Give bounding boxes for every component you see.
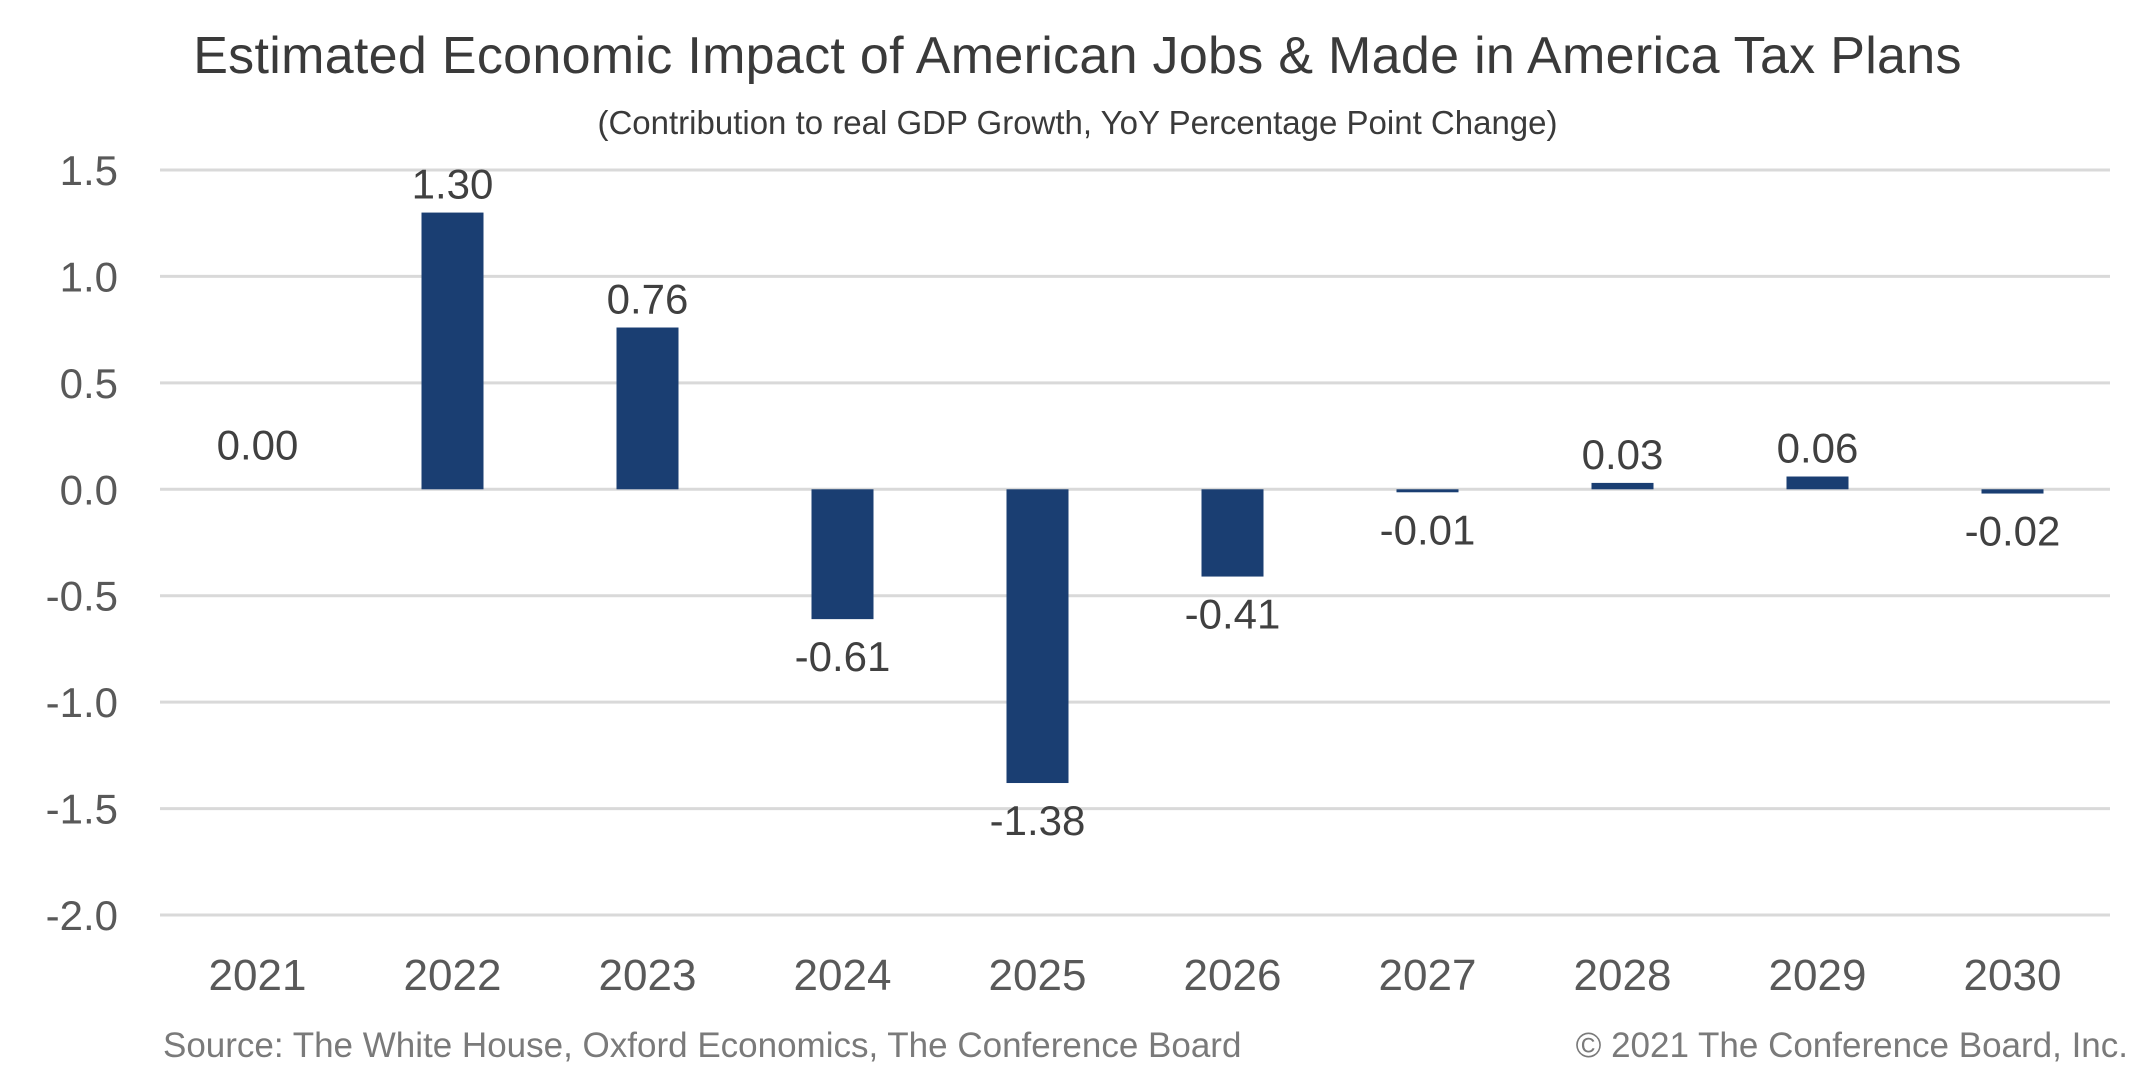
bar-2022 xyxy=(421,212,484,490)
data-label: -0.61 xyxy=(795,633,891,680)
bar-2023 xyxy=(616,327,679,490)
x-tick-label: 2025 xyxy=(989,951,1087,1000)
x-tick-label: 2029 xyxy=(1769,951,1867,1000)
x-tick-label: 2028 xyxy=(1574,951,1672,1000)
data-label: -0.02 xyxy=(1965,508,2061,555)
bar-2026 xyxy=(1201,489,1264,577)
data-label: 0.06 xyxy=(1777,425,1859,472)
data-label: 0.00 xyxy=(217,421,299,468)
bar-chart: 1.5 1.0 0.5 0.0 -0.5 -1.0 -1.5 -2.0 0.00 1.30 0.7… xyxy=(46,147,2110,1000)
x-tick-label: 2022 xyxy=(404,951,502,1000)
copyright-note: © 2021 The Conference Board, Inc. xyxy=(1575,1026,2128,1065)
data-label: -0.01 xyxy=(1380,506,1476,553)
data-label: 0.03 xyxy=(1582,431,1664,478)
data-labels: 0.00 1.30 0.76 -0.61 -1.38 -0.41 -0.01 0.03 0.06… xyxy=(217,161,2061,844)
y-tick-label: -2.0 xyxy=(46,892,118,939)
y-tick-label: -1.0 xyxy=(46,679,118,726)
x-tick-label: 2030 xyxy=(1964,951,2062,1000)
x-tick-label: 2021 xyxy=(209,951,307,1000)
x-tick-label: 2027 xyxy=(1379,951,1477,1000)
x-tick-label: 2023 xyxy=(599,951,697,1000)
y-tick-label: 1.0 xyxy=(60,253,118,300)
bar-2028 xyxy=(1591,482,1654,490)
chart-title: Estimated Economic Impact of American Jo… xyxy=(193,27,1962,85)
y-axis-tick-labels: 1.5 1.0 0.5 0.0 -0.5 -1.0 -1.5 -2.0 xyxy=(46,147,118,939)
y-tick-label: 0.0 xyxy=(60,466,118,513)
data-label: 0.76 xyxy=(607,276,689,323)
source-note: Source: The White House, Oxford Economic… xyxy=(163,1026,1242,1065)
x-axis-tick-labels: 2021 2022 2023 2024 2025 2026 2027 2028 2029 2030 xyxy=(209,951,2062,1000)
data-label: -0.41 xyxy=(1185,591,1281,638)
chart-subtitle: (Contribution to real GDP Growth, YoY Pe… xyxy=(597,104,1558,141)
y-tick-label: 1.5 xyxy=(60,147,118,194)
x-tick-label: 2026 xyxy=(1184,951,1282,1000)
gridlines xyxy=(160,168,2110,917)
data-label: 1.30 xyxy=(412,161,494,208)
bar-2027 xyxy=(1396,489,1459,493)
bar-2030 xyxy=(1981,489,2044,494)
data-label: -1.38 xyxy=(990,797,1086,844)
bar-2025 xyxy=(1006,489,1069,784)
y-tick-label: -0.5 xyxy=(46,573,118,620)
y-tick-label: 0.5 xyxy=(60,360,118,407)
bar-2029 xyxy=(1786,476,1849,490)
bar-2024 xyxy=(811,489,874,620)
y-tick-label: -1.5 xyxy=(46,786,118,833)
bars xyxy=(421,212,2044,784)
x-tick-label: 2024 xyxy=(794,951,892,1000)
